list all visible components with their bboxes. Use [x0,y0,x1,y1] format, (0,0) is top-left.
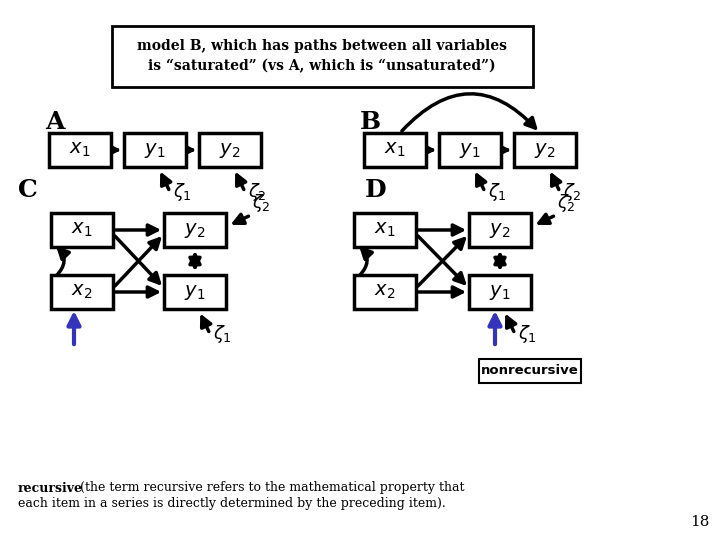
Text: $\zeta_1$: $\zeta_1$ [213,323,232,345]
FancyArrowPatch shape [552,175,561,190]
FancyArrowPatch shape [162,175,171,190]
FancyArrowPatch shape [202,317,211,332]
FancyArrowPatch shape [419,287,462,297]
FancyBboxPatch shape [469,275,531,309]
FancyArrowPatch shape [115,239,159,286]
Text: $x_2$: $x_2$ [71,283,93,301]
Text: A: A [45,110,65,134]
Text: $y_2$: $y_2$ [490,220,510,240]
FancyBboxPatch shape [469,213,531,247]
Text: D: D [365,178,387,202]
FancyBboxPatch shape [124,133,186,167]
Text: $\zeta_1$: $\zeta_1$ [488,181,507,203]
FancyBboxPatch shape [51,213,113,247]
Text: model B, which has paths between all variables
is “saturated” (vs A, which is “u: model B, which has paths between all var… [137,38,507,73]
FancyArrowPatch shape [423,145,432,155]
Text: recursive: recursive [18,482,83,495]
FancyBboxPatch shape [112,25,533,86]
FancyArrowPatch shape [418,236,464,284]
Text: $\zeta_2$: $\zeta_2$ [557,192,575,214]
Text: C: C [18,178,38,202]
FancyArrowPatch shape [115,236,159,283]
Text: each item in a series is directly determined by the preceding item).: each item in a series is directly determ… [18,497,446,510]
FancyBboxPatch shape [354,213,416,247]
Text: $y_1$: $y_1$ [459,140,481,159]
Text: $x_1$: $x_1$ [69,141,91,159]
FancyArrowPatch shape [495,255,505,267]
FancyArrowPatch shape [539,214,554,224]
FancyArrowPatch shape [234,214,248,224]
Text: $y_2$: $y_2$ [534,140,556,159]
Text: 18: 18 [690,515,710,529]
FancyBboxPatch shape [364,133,426,167]
Text: $x_1$: $x_1$ [71,221,93,239]
FancyArrowPatch shape [237,175,246,190]
Text: $\zeta_2$: $\zeta_2$ [252,192,271,214]
Text: $y_1$: $y_1$ [184,282,206,301]
Text: (the term recursive refers to the mathematical property that: (the term recursive refers to the mathem… [76,482,464,495]
Text: $x_2$: $x_2$ [374,283,396,301]
Text: $y_2$: $y_2$ [184,220,206,240]
FancyBboxPatch shape [439,133,501,167]
FancyBboxPatch shape [51,275,113,309]
Text: $\zeta_1$: $\zeta_1$ [518,323,536,345]
FancyBboxPatch shape [479,359,581,383]
FancyBboxPatch shape [514,133,576,167]
FancyArrowPatch shape [498,145,508,155]
FancyBboxPatch shape [354,275,416,309]
FancyBboxPatch shape [164,275,226,309]
Text: $\zeta_2$: $\zeta_2$ [563,181,582,203]
Text: B: B [360,110,381,134]
FancyArrowPatch shape [359,249,372,276]
FancyArrowPatch shape [107,145,117,155]
FancyBboxPatch shape [164,213,226,247]
Text: $x_1$: $x_1$ [374,221,396,239]
FancyArrowPatch shape [419,225,462,235]
Text: $\zeta_2$: $\zeta_2$ [248,181,266,203]
Text: $y_1$: $y_1$ [144,140,166,159]
FancyArrowPatch shape [116,287,158,297]
Text: $x_1$: $x_1$ [384,141,405,159]
FancyArrowPatch shape [507,317,516,332]
FancyArrowPatch shape [418,239,464,286]
FancyArrowPatch shape [190,255,200,267]
FancyArrowPatch shape [477,175,486,190]
FancyArrowPatch shape [402,94,536,131]
Text: $y_1$: $y_1$ [490,282,510,301]
FancyBboxPatch shape [49,133,111,167]
FancyArrowPatch shape [56,249,69,276]
FancyBboxPatch shape [199,133,261,167]
Text: nonrecursive: nonrecursive [481,364,579,377]
FancyArrowPatch shape [182,145,192,155]
Text: $y_2$: $y_2$ [220,140,240,159]
FancyArrowPatch shape [116,225,158,235]
Text: $\zeta_1$: $\zeta_1$ [173,181,192,203]
